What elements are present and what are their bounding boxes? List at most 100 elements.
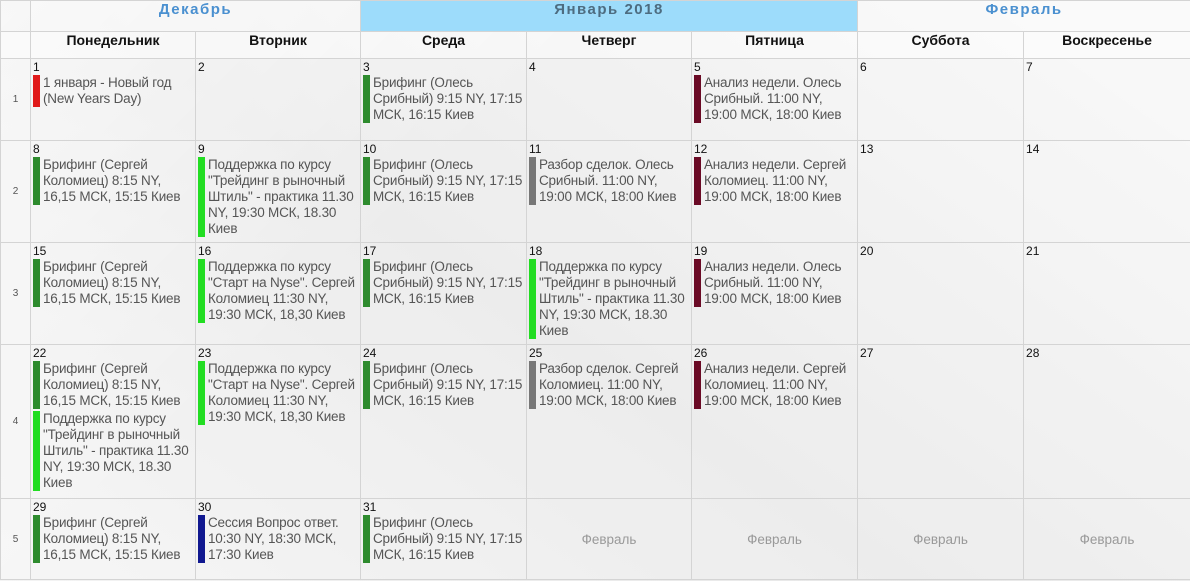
next-month-link[interactable]: Февраль	[857, 0, 1190, 32]
day-number[interactable]: 13	[860, 142, 874, 156]
event-title[interactable]: Поддержка по курсу "Трейдинг в рыночный …	[539, 259, 685, 338]
day-cell[interactable]: 19 Анализ недели. Олесь Срибный. 11:00 NY…	[690, 242, 859, 345]
day-cell[interactable]: 2	[195, 58, 361, 141]
event-title[interactable]: Брифинг (Олесь Срибный) 9:15 NY, 17:15 М…	[373, 515, 523, 562]
calendar-event[interactable]: Поддержка по курсу "Старт на Nyse". Серг…	[198, 259, 360, 323]
event-title[interactable]: Разбор сделок. Сергей Коломиец. 11:00 NY…	[539, 361, 679, 408]
event-title[interactable]: 1 января - Новый год (New Years Day)	[43, 75, 172, 106]
day-cell[interactable]: 3 Брифинг (Олесь Срибный) 9:15 NY, 17:15 …	[360, 58, 527, 141]
calendar-event[interactable]: Брифинг (Сергей Коломиец) 8:15 NY, 16,15…	[33, 361, 195, 409]
day-cell[interactable]: 11 Разбор сделок. Олесь Срибный. 11:00 NY…	[526, 140, 692, 243]
event-title[interactable]: Брифинг (Олесь Срибный) 9:15 NY, 17:15 М…	[373, 75, 523, 122]
event-title[interactable]: Поддержка по курсу "Старт на Nyse". Серг…	[208, 361, 355, 424]
day-number[interactable]: 17	[363, 244, 377, 258]
day-cell[interactable]: 26 Анализ недели. Сергей Коломиец. 11:00 …	[690, 344, 859, 499]
day-number[interactable]: 26	[694, 346, 708, 360]
event-title[interactable]: Брифинг (Олесь Срибный) 9:15 NY, 17:15 М…	[373, 157, 523, 204]
day-cell[interactable]: 30 Сессия Вопрос ответ. 10:30 NY, 18:30 М…	[195, 498, 361, 580]
day-number[interactable]: 6	[860, 60, 867, 74]
day-cell[interactable]: 4	[526, 58, 692, 141]
day-cell[interactable]: 29 Брифинг (Сергей Коломиец) 8:15 NY, 16,…	[30, 498, 196, 580]
event-title[interactable]: Поддержка по курсу "Трейдинг в рыночный …	[208, 157, 354, 236]
day-number[interactable]: 15	[33, 244, 47, 258]
day-number[interactable]: 22	[33, 346, 47, 360]
day-number[interactable]: 7	[1026, 60, 1033, 74]
event-title[interactable]: Поддержка по курсу "Старт на Nyse". Серг…	[208, 259, 355, 322]
calendar-event[interactable]: Поддержка по курсу "Старт на Nyse". Серг…	[198, 361, 360, 425]
day-number[interactable]: 12	[694, 142, 708, 156]
day-number[interactable]: 1	[33, 60, 40, 74]
event-title[interactable]: Брифинг (Сергей Коломиец) 8:15 NY, 16,15…	[43, 259, 181, 306]
event-title[interactable]: Брифинг (Сергей Коломиец) 8:15 NY, 16,15…	[43, 157, 181, 204]
calendar-event[interactable]: Разбор сделок. Олесь Срибный. 11:00 NY, …	[529, 157, 691, 205]
day-cell[interactable]: 6	[857, 58, 1025, 141]
calendar-event[interactable]: Анализ недели. Олесь Срибный. 11:00 NY, …	[694, 75, 857, 123]
calendar-event[interactable]: Поддержка по курсу "Трейдинг в рыночный …	[529, 259, 691, 339]
calendar-event[interactable]: Брифинг (Олесь Срибный) 9:15 NY, 17:15 М…	[363, 515, 526, 563]
prev-month-link[interactable]: Декабрь	[30, 0, 361, 32]
event-title[interactable]: Анализ недели. Олесь Срибный. 11:00 NY, …	[704, 259, 842, 306]
day-number[interactable]: 27	[860, 346, 874, 360]
day-cell[interactable]: 10 Брифинг (Олесь Срибный) 9:15 NY, 17:15…	[360, 140, 527, 243]
day-cell[interactable]: 31 Брифинг (Олесь Срибный) 9:15 NY, 17:15…	[360, 498, 527, 580]
day-cell[interactable]: 16 Поддержка по курсу "Старт на Nyse". Се…	[195, 242, 361, 345]
event-title[interactable]: Брифинг (Олесь Срибный) 9:15 NY, 17:15 М…	[373, 361, 523, 408]
calendar-event[interactable]: Поддержка по курсу "Трейдинг в рыночный …	[198, 157, 360, 237]
calendar-event[interactable]: Брифинг (Олесь Срибный) 9:15 NY, 17:15 М…	[363, 75, 526, 123]
day-cell[interactable]: 21	[1023, 242, 1190, 345]
day-number[interactable]: 18	[529, 244, 543, 258]
day-number[interactable]: 5	[694, 60, 701, 74]
day-number[interactable]: 31	[363, 500, 377, 514]
day-number[interactable]: 21	[1026, 244, 1040, 258]
day-number[interactable]: 8	[33, 142, 40, 156]
day-cell[interactable]: 18 Поддержка по курсу "Трейдинг в рыночны…	[526, 242, 692, 345]
day-number[interactable]: 10	[363, 142, 377, 156]
event-title[interactable]: Анализ недели. Сергей Коломиец. 11:00 NY…	[704, 361, 847, 408]
day-cell[interactable]: 9 Поддержка по курсу "Трейдинг в рыночный…	[195, 140, 361, 243]
event-title[interactable]: Брифинг (Сергей Коломиец) 8:15 NY, 16,15…	[43, 361, 181, 408]
event-title[interactable]: Анализ недели. Сергей Коломиец. 11:00 NY…	[704, 157, 847, 204]
next-month-day-cell[interactable]: Февраль	[690, 498, 859, 580]
event-title[interactable]: Анализ недели. Олесь Срибный. 11:00 NY, …	[704, 75, 842, 122]
day-number[interactable]: 14	[1026, 142, 1040, 156]
calendar-event[interactable]: Анализ недели. Сергей Коломиец. 11:00 NY…	[694, 361, 857, 409]
day-cell[interactable]: 14	[1023, 140, 1190, 243]
day-number[interactable]: 3	[363, 60, 370, 74]
event-title[interactable]: Брифинг (Олесь Срибный) 9:15 NY, 17:15 М…	[373, 259, 523, 306]
event-title[interactable]: Сессия Вопрос ответ. 10:30 NY, 18:30 МСК…	[208, 515, 339, 562]
day-number[interactable]: 23	[198, 346, 212, 360]
event-title[interactable]: Брифинг (Сергей Коломиец) 8:15 NY, 16,15…	[43, 515, 181, 562]
day-number[interactable]: 29	[33, 500, 47, 514]
day-number[interactable]: 11	[529, 142, 542, 156]
calendar-event[interactable]: Брифинг (Олесь Срибный) 9:15 NY, 17:15 М…	[363, 361, 526, 409]
day-cell[interactable]: 20	[857, 242, 1025, 345]
day-cell[interactable]: 7	[1023, 58, 1190, 141]
calendar-event[interactable]: Брифинг (Олесь Срибный) 9:15 NY, 17:15 М…	[363, 259, 526, 307]
day-cell[interactable]: 27	[857, 344, 1025, 499]
next-month-day-cell[interactable]: Февраль	[857, 498, 1025, 580]
calendar-event[interactable]: Поддержка по курсу "Трейдинг в рыночный …	[33, 411, 195, 491]
day-cell[interactable]: 8 Брифинг (Сергей Коломиец) 8:15 NY, 16,1…	[30, 140, 196, 243]
calendar-event[interactable]: Анализ недели. Сергей Коломиец. 11:00 NY…	[694, 157, 857, 205]
calendar-event[interactable]: Брифинг (Сергей Коломиец) 8:15 NY, 16,15…	[33, 259, 195, 307]
day-number[interactable]: 16	[198, 244, 212, 258]
next-month-day-cell[interactable]: Февраль	[1023, 498, 1190, 580]
day-number[interactable]: 28	[1026, 346, 1040, 360]
day-cell[interactable]: 24 Брифинг (Олесь Срибный) 9:15 NY, 17:15…	[360, 344, 527, 499]
day-number[interactable]: 2	[198, 60, 205, 74]
day-cell[interactable]: 23 Поддержка по курсу "Старт на Nyse". Се…	[195, 344, 361, 499]
day-cell[interactable]: 15 Брифинг (Сергей Коломиец) 8:15 NY, 16,…	[30, 242, 196, 345]
day-cell[interactable]: 28	[1023, 344, 1190, 499]
day-cell[interactable]: 25 Разбор сделок. Сергей Коломиец. 11:00 …	[526, 344, 692, 499]
day-cell[interactable]: 13	[857, 140, 1025, 243]
day-cell[interactable]: 5 Анализ недели. Олесь Срибный. 11:00 NY,…	[690, 58, 859, 141]
calendar-event[interactable]: Брифинг (Сергей Коломиец) 8:15 NY, 16,15…	[33, 515, 195, 563]
day-number[interactable]: 24	[363, 346, 377, 360]
next-month-day-cell[interactable]: Февраль	[526, 498, 692, 580]
calendar-event[interactable]: Анализ недели. Олесь Срибный. 11:00 NY, …	[694, 259, 857, 307]
day-number[interactable]: 30	[198, 500, 212, 514]
day-number[interactable]: 25	[529, 346, 543, 360]
calendar-event[interactable]: Брифинг (Сергей Коломиец) 8:15 NY, 16,15…	[33, 157, 195, 205]
calendar-event[interactable]: Брифинг (Олесь Срибный) 9:15 NY, 17:15 М…	[363, 157, 526, 205]
